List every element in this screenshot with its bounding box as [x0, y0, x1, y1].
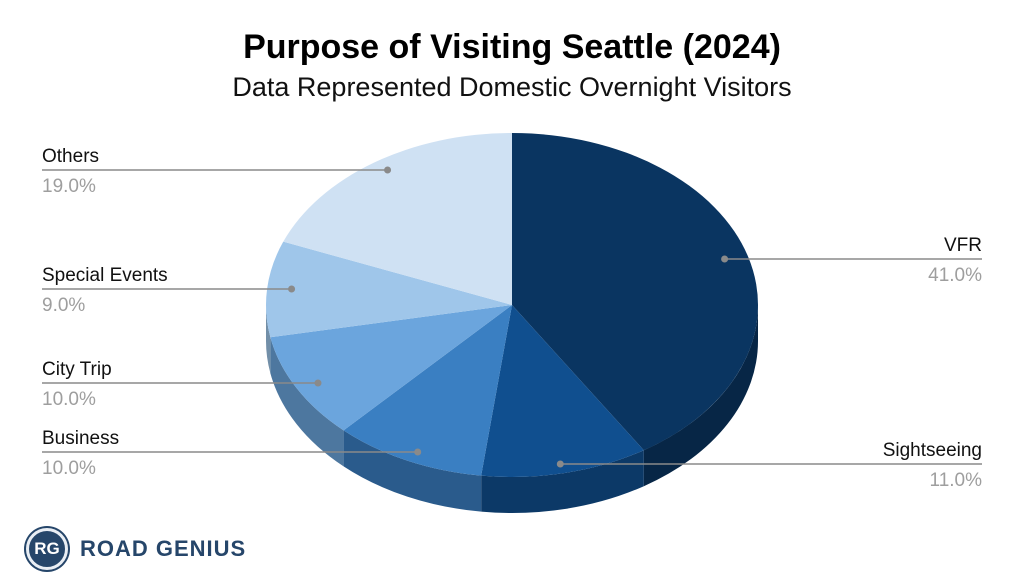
slice-label-city-trip: City Trip — [42, 359, 112, 380]
pie-side-city-trip — [270, 337, 344, 467]
slice-value-sightseeing: 11.0% — [930, 470, 983, 491]
pie-slice-others — [283, 133, 512, 305]
slice-value-city-trip: 10.0% — [42, 389, 96, 410]
leader-dot-sightseeing — [556, 460, 564, 468]
leader-dot-others — [384, 166, 392, 174]
pie-side-group — [266, 305, 758, 513]
chart-subtitle: Data Represented Domestic Overnight Visi… — [232, 72, 792, 102]
slice-label-others: Others — [42, 146, 99, 167]
brand-badge-icon: RG — [26, 528, 68, 570]
slice-label-sightseeing: Sightseeing — [883, 440, 982, 461]
chart-title: Purpose of Visiting Seattle (2024) — [243, 28, 781, 66]
pie-side-sightseeing — [481, 450, 644, 513]
pie-side-vfr — [643, 305, 758, 487]
leader-dot-city-trip — [314, 379, 322, 387]
slice-value-others: 19.0% — [42, 176, 96, 197]
leader-dot-special-events — [288, 285, 296, 293]
pie-slice-sightseeing — [481, 305, 644, 477]
slice-label-business: Business — [42, 428, 119, 449]
pie-slice-city-trip — [270, 305, 512, 431]
slice-label-vfr: VFR — [944, 235, 982, 256]
pie-slice-business — [343, 305, 512, 476]
pie-side-special-events — [266, 305, 271, 374]
leader-dot-vfr — [721, 255, 729, 263]
pie-top-group — [266, 133, 758, 477]
brand-logo: RG ROAD GENIUS — [26, 528, 246, 570]
pie-slice-vfr — [512, 133, 758, 451]
pie-side-business — [343, 430, 482, 512]
slice-label-special-events: Special Events — [42, 265, 168, 286]
slice-value-vfr: 41.0% — [928, 265, 982, 286]
slice-value-business: 10.0% — [42, 458, 96, 479]
pie-slice-special-events — [266, 241, 512, 338]
slice-labels: VFR 41.0% Sightseeing 11.0% Business 10.0% Cit… — [42, 146, 982, 491]
slice-value-special-events: 9.0% — [42, 295, 85, 316]
leader-dot-business — [414, 448, 422, 456]
brand-name: ROAD GENIUS — [80, 536, 247, 561]
